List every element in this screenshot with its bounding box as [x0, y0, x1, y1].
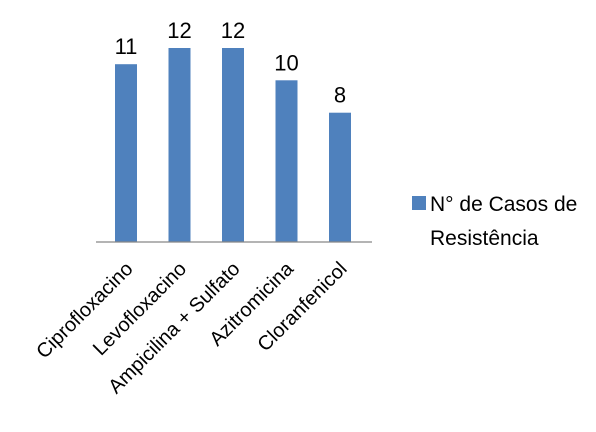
bars-layer	[115, 48, 351, 242]
bar-4	[329, 112, 351, 242]
data-label-0: 11	[115, 34, 138, 59]
data-label-2: 12	[221, 18, 245, 43]
legend-label-line-2: Resistência	[430, 227, 539, 250]
legend-swatch	[412, 196, 426, 210]
category-label-1: Levofloxacino	[89, 258, 191, 360]
data-label-3: 10	[274, 50, 298, 75]
data-label-1: 12	[167, 18, 191, 43]
bar-2	[222, 48, 244, 242]
legend: N° de Casos de Resistência	[412, 193, 583, 250]
legend-label-line-1: N° de Casos de	[430, 193, 577, 216]
bar-3	[275, 80, 298, 242]
bar-1	[168, 48, 191, 242]
data-label-4: 8	[334, 83, 346, 108]
data-labels-layer: 11 12 12 10 8	[115, 18, 347, 108]
bar-0	[115, 64, 137, 242]
legend-label: N° de Casos de Resistência	[430, 193, 583, 250]
